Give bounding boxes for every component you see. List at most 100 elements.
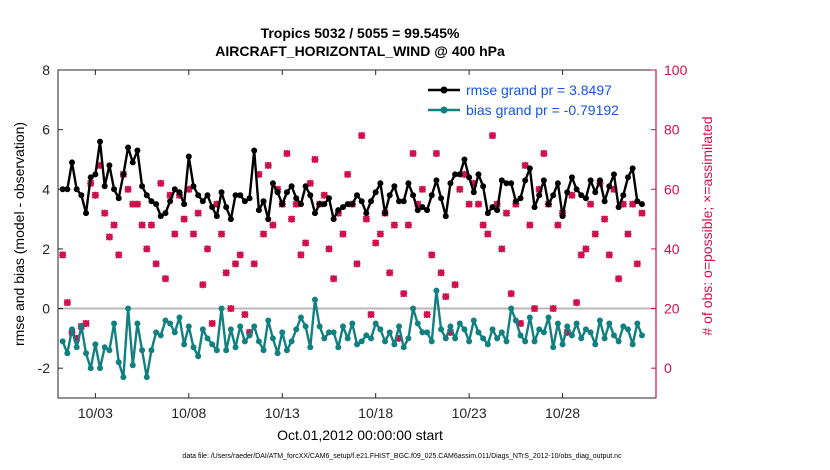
rmse-point [494,207,501,214]
obs-assimilated-marker [400,290,408,298]
legend-rmse-marker [440,86,448,94]
bias-point [335,344,342,351]
bias-point [601,335,608,342]
obs-assimilated-marker [414,200,422,208]
bias-point [269,335,276,342]
y-tick-label: 4 [42,181,50,197]
bias-point [578,335,585,342]
rmse-point [269,180,276,187]
bias-point [213,347,220,354]
obs-assimilated-marker [217,230,226,238]
obs-assimilated-marker [101,209,109,217]
obs-assimilated-marker [91,191,99,199]
y2-tick-label: 20 [664,301,680,317]
rmse-point [638,201,645,208]
obs-assimilated-marker [624,230,632,238]
bias-point [391,341,398,348]
bias-point [354,341,360,348]
rmse-point [386,192,393,199]
bias-point [573,320,580,327]
bias-point [522,338,529,345]
rmse-point [624,174,631,181]
y2-tick-label: 0 [664,360,672,376]
bias-point [311,296,318,303]
obs-assimilated-marker [320,191,328,199]
obs-assimilated-marker [605,251,613,259]
obs-assimilated-marker [451,281,459,289]
rmse-point [400,198,407,205]
obs-assimilated-marker [264,161,272,169]
obs-assimilated-marker [470,179,478,187]
bias-point [265,317,272,324]
bias-point [414,320,421,327]
bias-point [624,326,631,333]
bias-point [382,338,389,345]
rmse-point [143,192,150,199]
bias-point [143,374,150,381]
obs-assimilated-marker [166,191,174,199]
rmse-point [475,171,482,178]
bias-point [134,320,141,327]
rmse-point [382,210,389,217]
obs-assimilated-marker [82,319,90,328]
rmse-point [213,213,220,220]
obs-assimilated-marker [222,269,230,277]
bias-point [596,317,603,324]
rmse-point [634,198,641,205]
obs-assimilated-marker [577,251,585,259]
bias-point [587,329,594,336]
y-tick-label: 8 [42,62,50,78]
rmse-point [311,210,318,217]
rmse-point [293,195,300,202]
obs-assimilated-marker [297,251,305,259]
bias-point [386,329,393,336]
rmse-point [321,201,328,208]
obs-assimilated-marker [362,215,370,223]
rmse-point [456,171,463,178]
bias-point [461,326,468,333]
bias-point [405,335,412,342]
rmse-point [87,174,94,181]
bias-point [227,326,234,333]
bias-point [339,323,346,330]
bias-point [442,335,449,342]
bias-point [251,323,258,330]
bias-point [363,332,370,339]
obs-assimilated-marker [395,334,403,342]
bias-point [125,305,132,312]
rmse-point [199,198,206,205]
obs-assimilated-marker [180,215,188,223]
bias-point [255,338,262,345]
obs-assimilated-marker [418,185,426,193]
bias-point [494,335,501,342]
rmse-point [531,204,538,211]
bias-point [232,344,239,351]
rmse-point [255,207,262,214]
obs-assimilated-marker [344,170,352,178]
rmse-point [176,189,183,196]
rmse-point [125,144,132,151]
bias-point [218,305,225,312]
rmse-point [335,207,342,214]
obs-assimilated-marker [437,269,445,277]
rmse-point [517,195,524,202]
x-tick-label: 10/23 [452,405,487,421]
bias-point [97,365,104,372]
obs-assimilated-marker [372,239,380,247]
rmse-point [297,201,304,208]
rmse-point [610,171,617,178]
bias-point [610,332,617,339]
rmse-point [438,195,445,202]
rmse-point [424,207,431,214]
rmse-point [73,186,80,193]
rmse-point [508,180,515,187]
rmse-point [349,201,356,208]
rmse-point [260,198,267,205]
rmse-point [368,198,375,205]
rmse-point [410,192,417,199]
obs-assimilated-marker [143,245,151,253]
rmse-point [69,159,76,166]
obs-assimilated-marker [428,251,436,259]
obs-assimilated-marker [615,275,623,283]
bias-point [293,326,300,333]
